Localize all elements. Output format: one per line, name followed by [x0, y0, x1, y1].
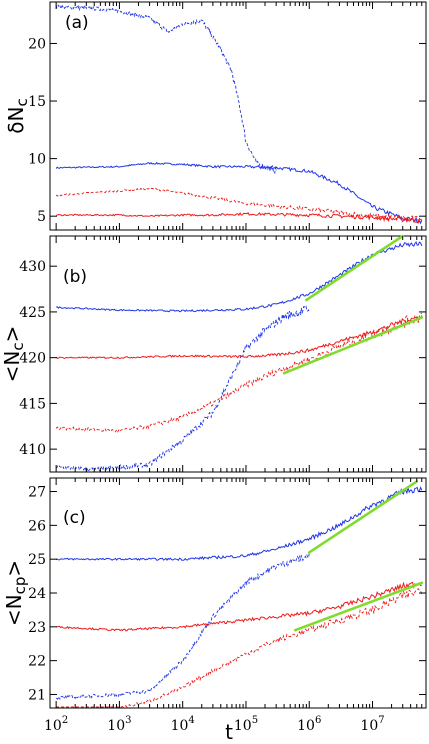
y-tick-label: 415 [19, 396, 46, 412]
panel-a-frame [49, 1, 427, 231]
y-tick-label: 20 [28, 36, 46, 52]
y-tick-label: 5 [37, 209, 46, 225]
series-line-red-dashed [55, 312, 423, 433]
y-tick-label: 15 [28, 94, 46, 110]
series-line-blue-dashed [55, 553, 310, 700]
panel-a-x-ticks [55, 2, 427, 230]
panel-b-frame [49, 235, 427, 473]
x-tick-label: 107 [360, 715, 384, 734]
fit-line [282, 316, 424, 375]
panel-a-ylabel-sub: c [13, 98, 31, 106]
series-line-red-solid [56, 581, 422, 632]
x-tick-label: 103 [107, 715, 131, 734]
panel-a-ylabel-main: δN [4, 107, 28, 134]
panel-c: 21 22 23 24 25 26 27 102 103 104 105 106 107 (c) <N… [2, 477, 427, 744]
y-tick-label: 23 [28, 620, 46, 636]
panel-a-y-ticks: 5 10 15 20 [28, 36, 426, 225]
series-line-blue-solid [55, 161, 423, 225]
y-tick-label: 25 [28, 552, 46, 568]
panel-b-ylabel-main: <N [0, 351, 24, 383]
panel-a: 5 10 15 20 (a) δNc [4, 1, 427, 231]
panel-c-series [55, 486, 423, 708]
series-line-blue-dashed [55, 4, 277, 175]
x-axis-label: t [225, 720, 233, 744]
y-tick-label: 430 [19, 259, 46, 275]
y-tick-label: 27 [28, 485, 46, 501]
panel-a-series [55, 4, 423, 225]
series-line-red-dashed [55, 187, 423, 223]
y-tick-label: 425 [19, 305, 46, 321]
y-tick-label: 22 [28, 654, 46, 670]
panel-b-label: (b) [63, 267, 87, 287]
panel-b-ylabel-sub: c [9, 342, 27, 350]
series-line-blue-solid [55, 241, 423, 313]
panel-b-ylabel: <Nc> [0, 326, 27, 383]
panel-c-ylabel: <Ncp> [2, 560, 29, 626]
fit-line [304, 234, 405, 302]
panel-b-fit-lines [282, 234, 424, 375]
x-tick-label: 102 [44, 715, 68, 734]
y-tick-label: 10 [28, 152, 46, 168]
x-tick-label: 105 [234, 715, 258, 734]
y-tick-label: 21 [28, 687, 46, 703]
panel-c-x-ticks: 102 103 104 105 106 107 [44, 478, 427, 734]
y-tick-label: 24 [28, 586, 46, 602]
fit-line [307, 480, 419, 554]
panel-b-series [55, 241, 423, 472]
y-tick-label: 410 [19, 442, 46, 458]
panel-b: 410 415 420 425 430 (b) <Nc> [0, 234, 427, 473]
y-tick-label: 420 [19, 351, 46, 367]
x-tick-label: 106 [297, 715, 321, 734]
panel-c-ylabel-main: <N [2, 594, 26, 626]
panel-a-label: (a) [65, 13, 89, 33]
fit-line [293, 581, 424, 632]
panel-c-label: (c) [63, 508, 86, 528]
panel-c-fit-lines [293, 480, 424, 632]
panel-a-ylabel: δNc [4, 98, 31, 133]
panel-b-x-ticks [55, 236, 427, 472]
series-line-blue-solid [55, 486, 423, 561]
series-line-blue-dashed [55, 305, 310, 472]
series-line-red-solid [55, 211, 422, 224]
series-line-red-solid [55, 315, 423, 359]
x-tick-label: 104 [171, 715, 195, 734]
panel-b-y-ticks: 410 415 420 425 430 [19, 259, 426, 458]
panel-c-ylabel-sub: cp [11, 577, 29, 595]
y-tick-label: 26 [28, 518, 46, 534]
series-line-red-dashed [56, 587, 423, 708]
panel-c-ylabel-end: > [2, 560, 26, 577]
panel-c-y-ticks: 21 22 23 24 25 26 27 [28, 485, 426, 703]
panel-b-ylabel-end: > [0, 326, 24, 343]
